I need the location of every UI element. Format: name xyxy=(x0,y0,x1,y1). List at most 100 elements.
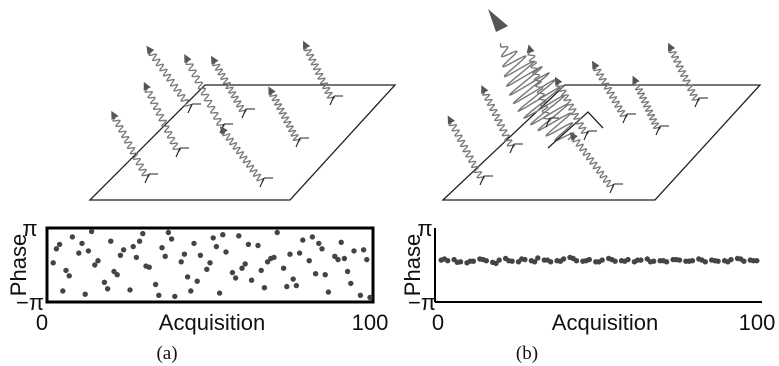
y-axis-label: Phase xyxy=(6,234,31,296)
data-point xyxy=(341,255,348,262)
data-point xyxy=(178,259,184,265)
y-tick-label-top: π xyxy=(22,216,37,241)
data-point xyxy=(360,247,367,253)
y-tick-label-bottom: −π xyxy=(16,290,44,315)
data-point xyxy=(296,250,303,256)
data-point xyxy=(88,228,95,235)
data-point xyxy=(583,258,589,264)
data-point xyxy=(156,292,162,298)
data-point xyxy=(570,255,576,262)
data-point xyxy=(300,237,306,243)
data-point xyxy=(207,260,213,266)
data-point xyxy=(750,258,757,264)
data-point xyxy=(223,249,229,255)
data-point xyxy=(261,285,268,291)
data-point xyxy=(69,234,76,240)
data-point xyxy=(162,253,168,259)
detector-plane xyxy=(88,84,397,201)
panel-caption: (b) xyxy=(516,343,538,364)
data-point xyxy=(108,238,114,244)
data-point xyxy=(506,258,512,264)
data-point xyxy=(197,252,204,258)
data-point xyxy=(686,258,692,264)
photon-icon xyxy=(184,54,233,134)
data-point xyxy=(95,258,101,264)
photon-icon xyxy=(211,55,255,119)
data-point xyxy=(236,233,242,239)
data-point xyxy=(290,276,296,282)
data-point xyxy=(338,239,344,245)
data-point xyxy=(725,259,731,265)
data-point xyxy=(117,252,124,258)
data-point xyxy=(242,261,248,267)
data-point xyxy=(181,251,188,257)
x-tick-label-end: 100 xyxy=(352,310,389,335)
y-axis-label: Phase xyxy=(400,234,425,296)
data-point xyxy=(76,250,82,256)
data-point xyxy=(92,262,98,268)
data-point xyxy=(56,241,63,248)
data-point xyxy=(335,256,341,263)
data-point xyxy=(213,243,220,250)
photon-icon xyxy=(146,45,201,114)
data-point xyxy=(557,258,564,264)
data-point xyxy=(136,238,143,244)
photon-icon xyxy=(668,42,708,108)
data-point xyxy=(85,248,92,254)
data-point xyxy=(210,235,216,241)
data-point xyxy=(673,256,679,263)
data-point xyxy=(152,281,159,288)
scatter-series xyxy=(438,254,760,267)
data-point xyxy=(316,240,322,247)
data-point xyxy=(191,240,197,247)
data-point xyxy=(364,256,370,263)
data-point xyxy=(245,241,252,248)
coherent-wavepacket xyxy=(488,9,604,149)
data-point xyxy=(480,256,486,263)
data-point xyxy=(348,280,354,287)
data-point xyxy=(531,259,538,265)
illustration-a xyxy=(88,40,397,201)
data-point xyxy=(184,274,191,280)
data-point xyxy=(660,258,667,264)
data-point xyxy=(319,246,325,252)
data-point xyxy=(535,255,541,261)
photon-group xyxy=(447,42,708,194)
data-point xyxy=(293,282,300,289)
data-point xyxy=(188,288,194,294)
data-point xyxy=(104,286,111,292)
data-point xyxy=(467,258,473,264)
data-point xyxy=(159,245,165,251)
data-point xyxy=(127,287,133,293)
photon-group xyxy=(111,40,343,188)
data-point xyxy=(738,256,744,262)
data-point xyxy=(519,256,525,262)
x-axis-label: Acquisition xyxy=(552,310,658,335)
data-point xyxy=(50,260,56,266)
panel-caption: (a) xyxy=(156,343,177,364)
data-point xyxy=(280,265,287,271)
data-point xyxy=(220,232,226,238)
data-point xyxy=(351,248,357,254)
data-point xyxy=(120,247,127,253)
plot-b: π −π Phase 0 100 Acquisition (b) xyxy=(400,216,775,364)
x-tick-label-start: 0 xyxy=(36,310,48,335)
data-point xyxy=(53,246,60,252)
data-point xyxy=(140,230,146,237)
plot-a: π −π Phase 0 100 Acquisition (a) xyxy=(6,216,388,364)
y-tick-label-top: π xyxy=(417,216,432,241)
photon-icon xyxy=(592,60,636,124)
data-point xyxy=(271,254,277,261)
data-point xyxy=(325,289,332,295)
photon-icon xyxy=(569,132,623,194)
data-point xyxy=(143,263,149,269)
data-point xyxy=(194,278,200,284)
data-point xyxy=(264,259,271,265)
data-point xyxy=(204,266,210,272)
data-point xyxy=(79,240,85,247)
detector-plane xyxy=(441,84,762,201)
data-point xyxy=(255,242,261,249)
scatter-series xyxy=(50,228,373,301)
illustration-b xyxy=(441,9,762,201)
